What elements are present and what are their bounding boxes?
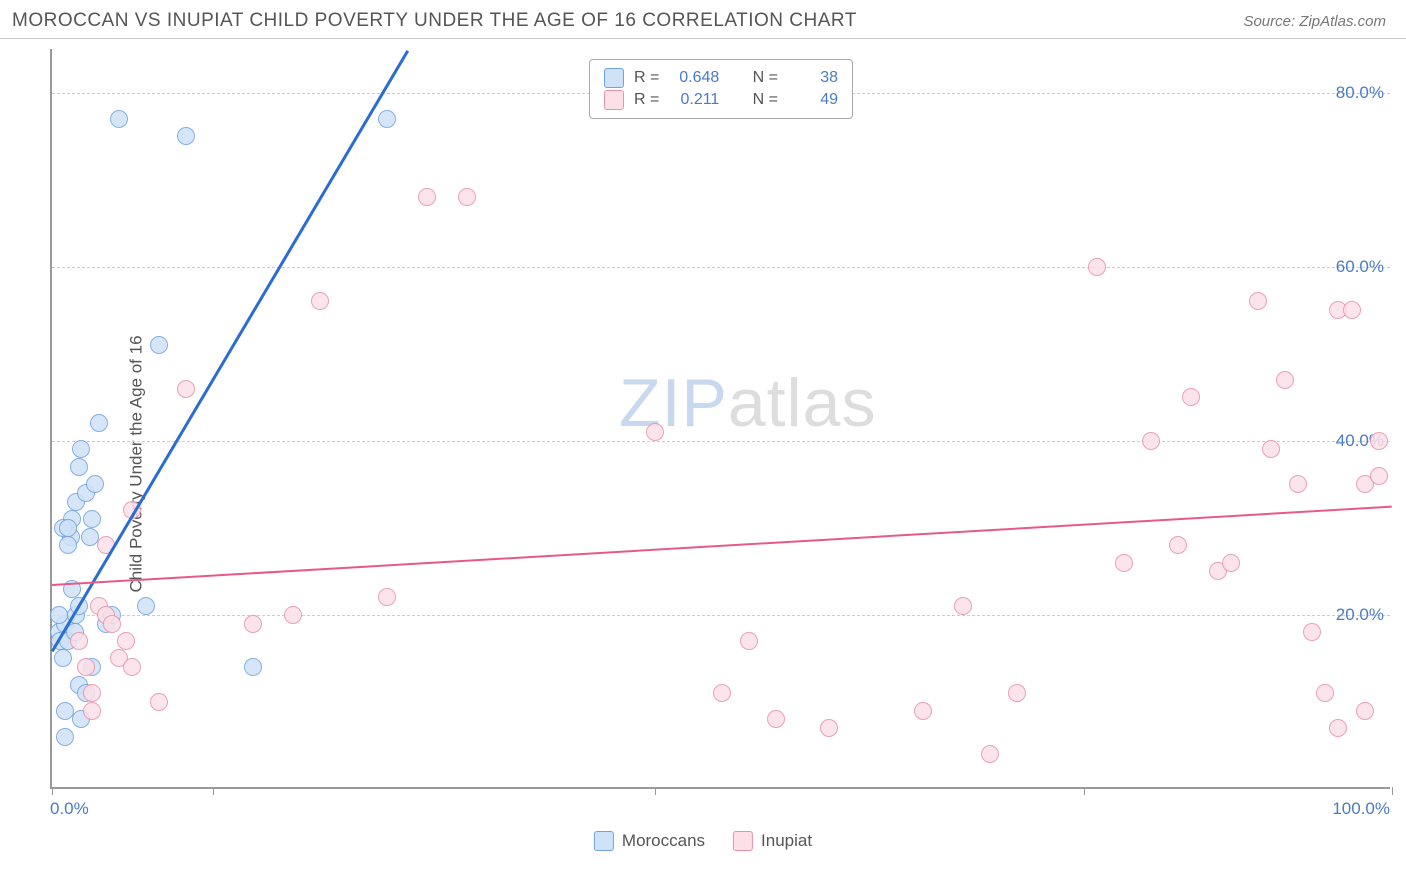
inupiat-point bbox=[150, 693, 168, 711]
moroccans-point bbox=[59, 536, 77, 554]
inupiat-point bbox=[1142, 432, 1160, 450]
inupiat-point bbox=[458, 188, 476, 206]
moroccans-point bbox=[72, 440, 90, 458]
gridline bbox=[52, 267, 1390, 268]
watermark-zip: ZIP bbox=[619, 365, 728, 441]
inupiat-point bbox=[83, 684, 101, 702]
moroccans-point bbox=[90, 414, 108, 432]
n-label: N = bbox=[753, 91, 778, 109]
inupiat-point bbox=[103, 615, 121, 633]
n-value: 38 bbox=[788, 69, 838, 87]
chart-header: MOROCCAN VS INUPIAT CHILD POVERTY UNDER … bbox=[0, 0, 1406, 39]
moroccans-point bbox=[50, 606, 68, 624]
moroccans-point bbox=[83, 510, 101, 528]
plot-container: Child Poverty Under the Age of 16 ZIPatl… bbox=[0, 39, 1406, 889]
inupiat-point bbox=[1276, 371, 1294, 389]
r-label: R = bbox=[634, 91, 659, 109]
inupiat-point bbox=[378, 588, 396, 606]
inupiat-swatch bbox=[604, 90, 624, 110]
gridline bbox=[52, 441, 1390, 442]
inupiat-point bbox=[767, 710, 785, 728]
stats-legend: R = 0.648 N = 38 R = 0.211 N = 49 bbox=[589, 59, 853, 119]
x-tick-label: 100.0% bbox=[1332, 799, 1390, 819]
moroccans-swatch bbox=[604, 68, 624, 88]
inupiat-point bbox=[1088, 258, 1106, 276]
legend-item-inupiat: Inupiat bbox=[733, 831, 812, 851]
n-label: N = bbox=[753, 69, 778, 87]
inupiat-point bbox=[1008, 684, 1026, 702]
inupiat-point bbox=[981, 745, 999, 763]
inupiat-point bbox=[713, 684, 731, 702]
y-tick-label: 60.0% bbox=[1336, 257, 1384, 277]
inupiat-point bbox=[914, 702, 932, 720]
inupiat-point bbox=[1289, 475, 1307, 493]
inupiat-point bbox=[77, 658, 95, 676]
inupiat-point bbox=[418, 188, 436, 206]
legend-label: Inupiat bbox=[761, 831, 812, 851]
r-value: 0.211 bbox=[669, 91, 719, 109]
moroccans-point bbox=[244, 658, 262, 676]
inupiat-point bbox=[1356, 702, 1374, 720]
legend-item-moroccans: Moroccans bbox=[594, 831, 705, 851]
inupiat-point bbox=[1182, 388, 1200, 406]
inupiat-point bbox=[1262, 440, 1280, 458]
chart-title: MOROCCAN VS INUPIAT CHILD POVERTY UNDER … bbox=[12, 10, 857, 32]
moroccans-point bbox=[110, 110, 128, 128]
inupiat-point bbox=[117, 632, 135, 650]
inupiat-point bbox=[83, 702, 101, 720]
scatter-plot: ZIPatlas R = 0.648 N = 38 R = 0.211 N = 49 20… bbox=[50, 49, 1390, 789]
stats-row-moroccans: R = 0.648 N = 38 bbox=[604, 68, 838, 88]
stats-row-inupiat: R = 0.211 N = 49 bbox=[604, 90, 838, 110]
x-tick bbox=[52, 787, 53, 795]
moroccans-trendline bbox=[51, 50, 409, 652]
inupiat-point bbox=[1115, 554, 1133, 572]
inupiat-point bbox=[311, 292, 329, 310]
x-tick bbox=[213, 787, 214, 795]
inupiat-point bbox=[284, 606, 302, 624]
inupiat-trendline bbox=[52, 506, 1392, 586]
moroccans-point bbox=[378, 110, 396, 128]
inupiat-point bbox=[1303, 623, 1321, 641]
inupiat-point bbox=[70, 632, 88, 650]
moroccans-point bbox=[56, 728, 74, 746]
moroccans-point bbox=[59, 519, 77, 537]
inupiat-point bbox=[123, 658, 141, 676]
inupiat-point bbox=[954, 597, 972, 615]
y-tick-label: 20.0% bbox=[1336, 605, 1384, 625]
moroccans-point bbox=[56, 702, 74, 720]
inupiat-swatch-icon bbox=[733, 831, 753, 851]
moroccans-point bbox=[54, 649, 72, 667]
inupiat-point bbox=[820, 719, 838, 737]
inupiat-point bbox=[1249, 292, 1267, 310]
source-attribution: Source: ZipAtlas.com bbox=[1243, 13, 1386, 30]
moroccans-point bbox=[70, 458, 88, 476]
x-tick bbox=[1392, 787, 1393, 795]
inupiat-point bbox=[1222, 554, 1240, 572]
moroccans-point bbox=[86, 475, 104, 493]
inupiat-point bbox=[244, 615, 262, 633]
r-value: 0.648 bbox=[669, 69, 719, 87]
moroccans-point bbox=[177, 127, 195, 145]
inupiat-point bbox=[177, 380, 195, 398]
x-tick bbox=[655, 787, 656, 795]
inupiat-point bbox=[1316, 684, 1334, 702]
inupiat-point bbox=[740, 632, 758, 650]
series-legend: Moroccans Inupiat bbox=[594, 831, 812, 851]
x-tick-label: 0.0% bbox=[50, 799, 89, 819]
inupiat-point bbox=[1370, 432, 1388, 450]
y-tick-label: 80.0% bbox=[1336, 83, 1384, 103]
moroccans-swatch-icon bbox=[594, 831, 614, 851]
moroccans-point bbox=[137, 597, 155, 615]
legend-label: Moroccans bbox=[622, 831, 705, 851]
inupiat-point bbox=[1329, 719, 1347, 737]
watermark-atlas: atlas bbox=[728, 365, 877, 441]
inupiat-point bbox=[646, 423, 664, 441]
r-label: R = bbox=[634, 69, 659, 87]
inupiat-point bbox=[1169, 536, 1187, 554]
inupiat-point bbox=[1370, 467, 1388, 485]
moroccans-point bbox=[150, 336, 168, 354]
x-tick bbox=[1084, 787, 1085, 795]
n-value: 49 bbox=[788, 91, 838, 109]
inupiat-point bbox=[1343, 301, 1361, 319]
